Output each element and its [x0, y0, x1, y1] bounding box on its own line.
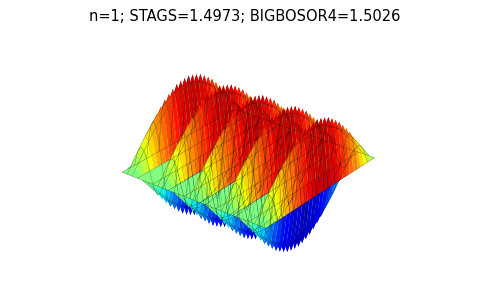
Text: n=1; STAGS=1.4973; BIGBOSOR4=1.5026: n=1; STAGS=1.4973; BIGBOSOR4=1.5026: [89, 9, 401, 24]
